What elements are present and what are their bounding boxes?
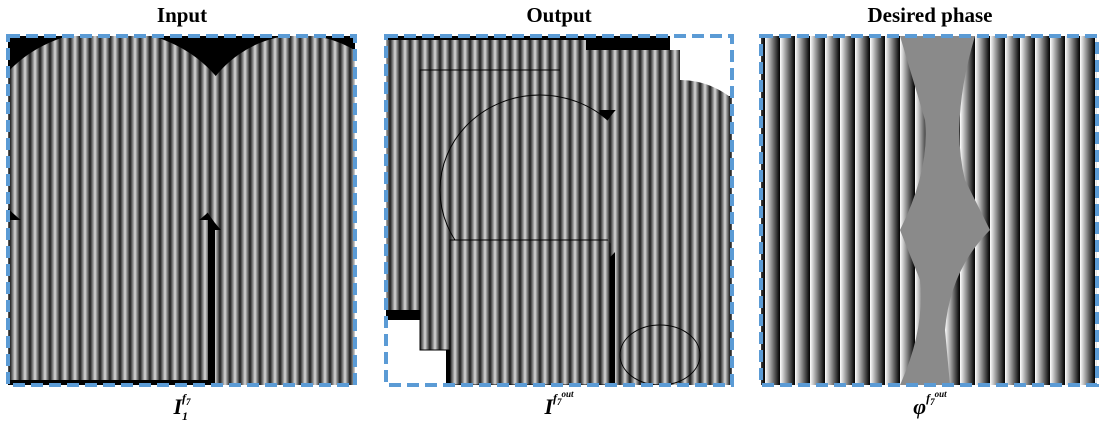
caption-sup-sub: 7 <box>186 397 191 407</box>
panel-caption: If7out <box>543 389 574 419</box>
panel-caption: φf7out <box>913 389 947 419</box>
panel-title: Output <box>526 3 591 27</box>
input-image <box>0 30 410 390</box>
panel-title: Input <box>157 3 207 27</box>
caption-sup-sup: out <box>935 389 948 399</box>
phase-image <box>761 36 1097 385</box>
panel-title: Desired phase <box>867 3 992 27</box>
figure: Input Output Desired phase I1f7 If7out φ… <box>0 0 1104 427</box>
panel-caption: I1f7 <box>172 391 191 423</box>
output-image <box>386 36 770 385</box>
caption-base: φ <box>913 394 926 419</box>
caption-sup-sup: out <box>562 389 575 399</box>
caption-sub: 1 <box>182 409 188 423</box>
